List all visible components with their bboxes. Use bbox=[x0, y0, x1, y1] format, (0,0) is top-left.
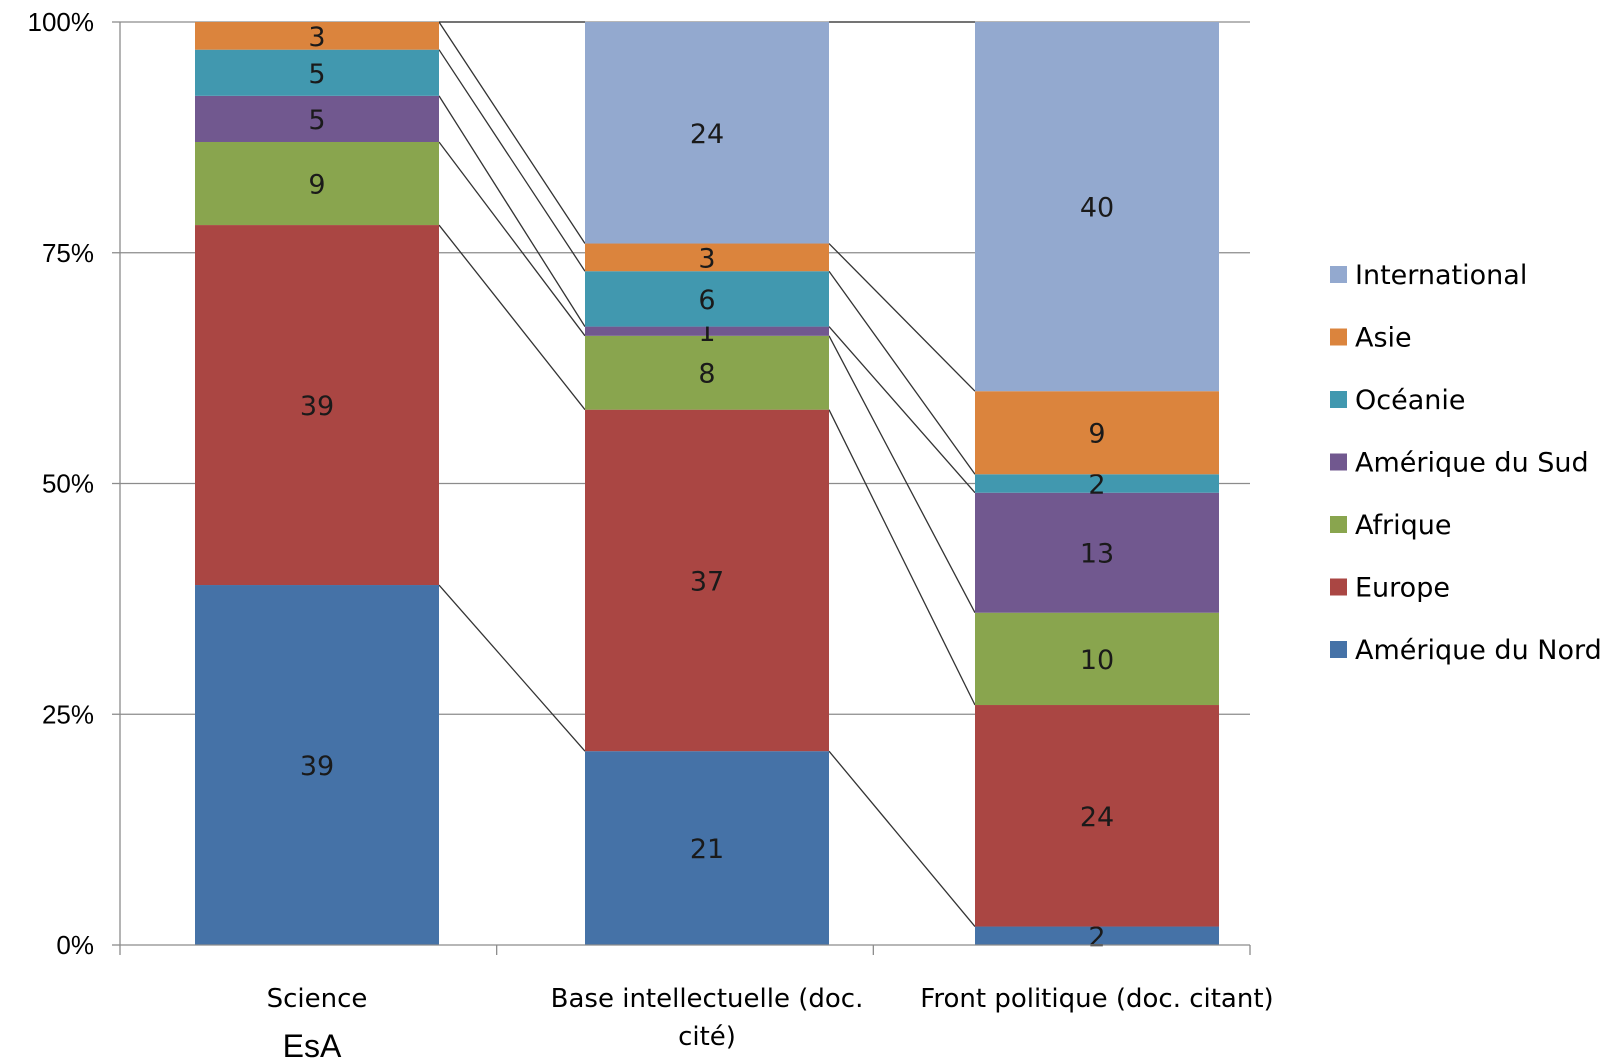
bar-segment bbox=[585, 326, 829, 336]
bar-segment bbox=[195, 225, 439, 586]
series-line bbox=[438, 141, 586, 337]
y-tick-labels: 0% 25% 50% 75% 100% bbox=[28, 7, 95, 960]
bar-segment bbox=[975, 612, 1219, 706]
data-label: 6 bbox=[698, 285, 715, 316]
data-label: 8 bbox=[698, 359, 715, 390]
bar-segment bbox=[975, 474, 1219, 493]
legend-label: Europe bbox=[1355, 573, 1450, 604]
legend-swatch bbox=[1330, 453, 1347, 471]
legend-label: Océanie bbox=[1355, 385, 1465, 416]
series-line bbox=[438, 224, 586, 411]
y-tick-label: 50% bbox=[42, 469, 94, 499]
legend-swatch bbox=[1330, 391, 1347, 408]
data-label: 40 bbox=[1080, 193, 1114, 224]
series-line bbox=[438, 21, 586, 244]
x-category-labels: Science Base intellectuelle (doc. cité) Fro… bbox=[267, 984, 1274, 1052]
series-line bbox=[828, 326, 976, 494]
legend-swatch bbox=[1330, 266, 1347, 283]
data-label: 24 bbox=[690, 119, 724, 150]
y-tick-label: 100% bbox=[28, 7, 95, 37]
data-label: 21 bbox=[690, 834, 724, 865]
bar-segment bbox=[975, 926, 1219, 945]
legend-label: International bbox=[1355, 260, 1527, 291]
x-category-label: Science bbox=[267, 984, 368, 1014]
data-label: 39 bbox=[300, 391, 334, 422]
legend-swatch bbox=[1330, 641, 1347, 658]
data-label: 3 bbox=[308, 22, 325, 53]
bar-segment bbox=[585, 22, 829, 244]
legend-label: Asie bbox=[1355, 323, 1412, 354]
bar-segment bbox=[975, 22, 1219, 392]
bar-segment bbox=[585, 409, 829, 752]
legend: International Asie Océanie Amérique du Sud A… bbox=[1330, 260, 1602, 666]
data-label: 9 bbox=[1088, 419, 1105, 450]
bar-segment bbox=[585, 335, 829, 410]
x-category-label: Front politique (doc. citant) bbox=[920, 984, 1273, 1014]
bar-segment bbox=[975, 492, 1219, 613]
bar-segment bbox=[585, 243, 829, 272]
bar-segment bbox=[195, 95, 439, 142]
data-label: 5 bbox=[308, 59, 325, 90]
bar-segment bbox=[975, 391, 1219, 475]
data-label: 24 bbox=[1080, 802, 1114, 833]
bar-segment bbox=[975, 705, 1219, 927]
legend-label: Afrique bbox=[1355, 510, 1451, 541]
series-line bbox=[828, 335, 976, 614]
y-tick-label: 25% bbox=[42, 699, 94, 729]
data-label: 2 bbox=[1088, 470, 1105, 501]
series-line bbox=[828, 243, 976, 392]
legend-swatch bbox=[1330, 578, 1347, 596]
series-line bbox=[438, 49, 586, 272]
legend-label: Amérique du Sud bbox=[1355, 448, 1589, 479]
series-line bbox=[438, 95, 586, 327]
data-label: 39 bbox=[300, 751, 334, 782]
bar-segment bbox=[195, 141, 439, 226]
series-line bbox=[828, 750, 976, 927]
series-line bbox=[438, 584, 586, 752]
data-label: 3 bbox=[698, 243, 715, 274]
axes bbox=[112, 21, 1251, 955]
bar-segment bbox=[195, 49, 439, 96]
legend-swatch bbox=[1330, 328, 1347, 346]
series-line bbox=[828, 270, 976, 475]
data-label: 37 bbox=[690, 566, 724, 597]
x-category-label: Base intellectuelle (doc. cité) bbox=[551, 984, 864, 1052]
annotation-label: EsA bbox=[283, 1028, 342, 1062]
bar-segment bbox=[585, 751, 829, 945]
y-tick-label: 75% bbox=[42, 238, 94, 268]
data-label: 9 bbox=[308, 170, 325, 201]
bar-segment bbox=[195, 585, 439, 945]
series-line bbox=[828, 409, 976, 706]
legend-label: Amérique du Nord bbox=[1355, 635, 1602, 666]
bar-segment bbox=[195, 22, 439, 50]
legend-swatch bbox=[1330, 516, 1347, 533]
series-connector-lines bbox=[438, 21, 976, 927]
y-tick-label: 0% bbox=[56, 930, 94, 960]
bar-segment bbox=[585, 271, 829, 327]
data-label: 5 bbox=[308, 105, 325, 136]
data-label: 10 bbox=[1080, 645, 1114, 676]
data-label: 13 bbox=[1080, 539, 1114, 570]
